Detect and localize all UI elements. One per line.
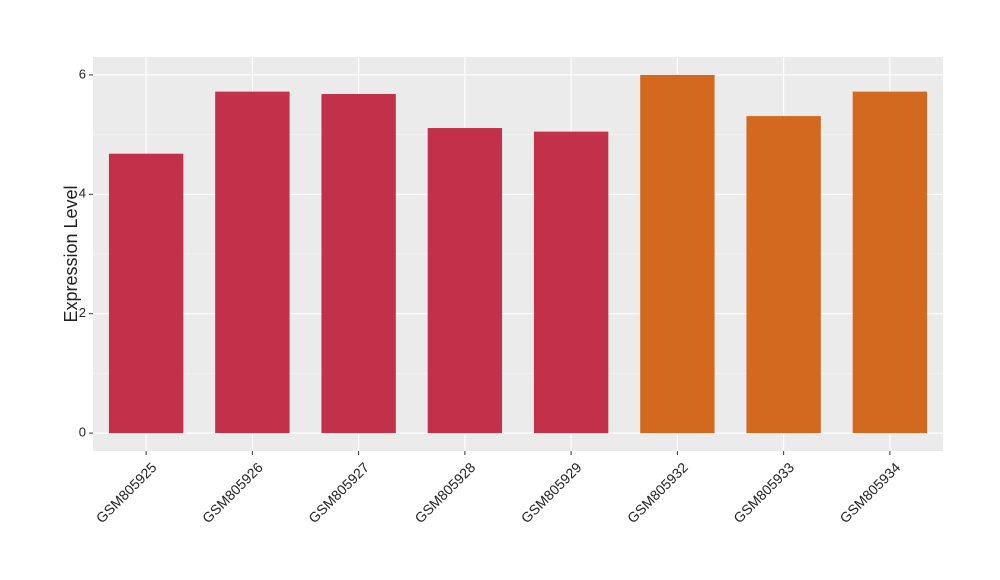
bar	[640, 74, 715, 434]
y-tick-label: 4	[79, 186, 86, 201]
bar	[746, 116, 821, 434]
x-tick-label: GSM805934	[836, 459, 903, 526]
bar	[427, 128, 503, 434]
x-tick-label: GSM805928	[411, 459, 478, 526]
bar	[852, 91, 928, 434]
y-tick-label: 0	[79, 425, 86, 440]
y-tick-label: 6	[79, 66, 86, 81]
x-tick-label: GSM805925	[93, 459, 160, 526]
bar	[321, 94, 396, 434]
x-tick-label: GSM805926	[199, 459, 266, 526]
y-axis-title: Expression Level	[61, 185, 81, 322]
bar	[215, 91, 290, 434]
y-tick-label: 2	[79, 305, 86, 320]
x-tick-label: GSM805927	[305, 459, 372, 526]
x-tick-label: GSM805932	[624, 459, 691, 526]
bar	[108, 153, 184, 434]
bar	[533, 131, 609, 434]
x-tick-label: GSM805929	[518, 459, 585, 526]
x-tick-label: GSM805933	[730, 459, 797, 526]
